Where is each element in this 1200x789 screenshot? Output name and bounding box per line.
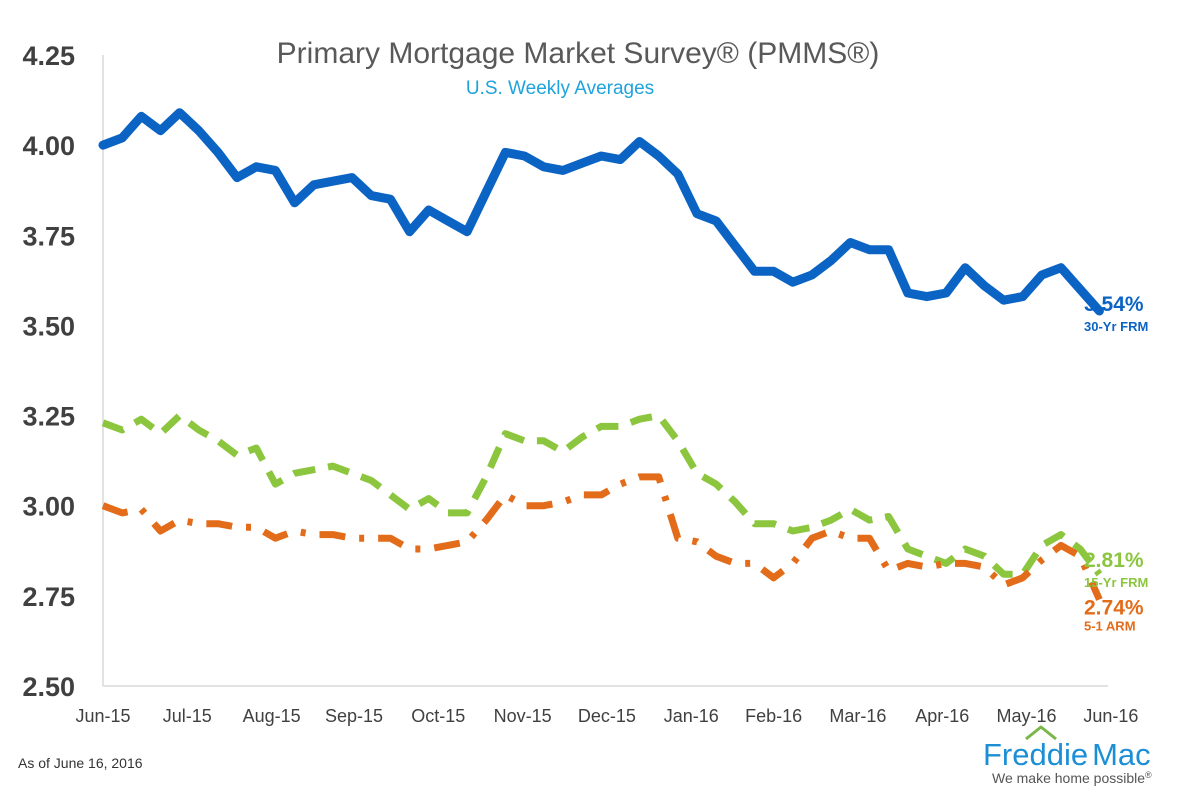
- series-end-value: 2.74%: [1084, 596, 1144, 619]
- x-tick-label: Mar-16: [829, 706, 886, 726]
- series-layer: [98, 108, 1104, 601]
- as-of-date: As of June 16, 2016: [18, 755, 143, 771]
- brand-name: Freddie Mac: [983, 737, 1151, 772]
- brand-tagline: We make home possible®: [992, 770, 1152, 786]
- x-tick-label: Jun-15: [75, 706, 130, 726]
- y-tick-label: 2.50: [22, 672, 75, 702]
- y-tick-label: 3.50: [22, 311, 75, 341]
- brand-tagline-mark: ®: [1145, 770, 1152, 780]
- series-line-15-yr-frm: [101, 412, 1103, 578]
- x-tick-labels: Jun-15 Jul-15 Aug-15 Sep-15 Oct-15 Nov-15 Dec-…: [75, 706, 1138, 726]
- x-tick-label: Apr-16: [915, 706, 969, 726]
- y-tick-label: 3.75: [22, 221, 75, 251]
- x-tick-label: May-16: [997, 706, 1057, 726]
- y-tick-label: 4.00: [22, 131, 75, 161]
- x-tick-label: Jul-15: [163, 706, 212, 726]
- brand-tagline-text: We make home possible: [992, 770, 1145, 786]
- series-line-30-yr-frm: [98, 108, 1104, 316]
- x-tick-label: Nov-15: [494, 706, 552, 726]
- x-tick-label: Oct-15: [411, 706, 465, 726]
- x-tick-label: Jun-16: [1083, 706, 1138, 726]
- chart-subtitle: U.S. Weekly Averages: [466, 78, 654, 99]
- brand-name-mac: Mac: [1092, 737, 1151, 772]
- series-end-name: 30-Yr FRM: [1084, 319, 1148, 334]
- house-roof-icon: [1025, 725, 1057, 741]
- x-tick-label: Sep-15: [325, 706, 383, 726]
- chart-title: Primary Mortgage Market Survey® (PMMS®): [277, 37, 880, 70]
- y-tick-label: 2.75: [22, 582, 75, 612]
- series-line-5-1-arm: [101, 473, 1103, 601]
- freddie-mac-logo: Freddie Mac We make home possible®: [983, 725, 1152, 786]
- y-tick-label: 3.25: [22, 402, 75, 432]
- y-tick-labels: 2.50 2.75 3.00 3.25 3.50 3.75 4.00 4.25: [22, 41, 75, 702]
- brand-name-freddie: Freddie: [983, 737, 1088, 772]
- x-tick-label: Dec-15: [578, 706, 636, 726]
- end-labels: 3.54% 30-Yr FRM 2.81% 15-Yr FRM 2.74%5-1 ARM: [1084, 293, 1148, 633]
- y-tick-label: 4.25: [22, 41, 75, 71]
- y-tick-label: 3.00: [22, 492, 75, 522]
- x-tick-label: Jan-16: [664, 706, 719, 726]
- series-end-name: 5-1 ARM: [1084, 618, 1136, 633]
- x-tick-label: Aug-15: [243, 706, 301, 726]
- series-end-value: 2.81%: [1084, 549, 1144, 572]
- series-end-name: 15-Yr FRM: [1084, 575, 1148, 590]
- x-tick-label: Feb-16: [745, 706, 802, 726]
- series-end-value: 3.54%: [1084, 293, 1144, 316]
